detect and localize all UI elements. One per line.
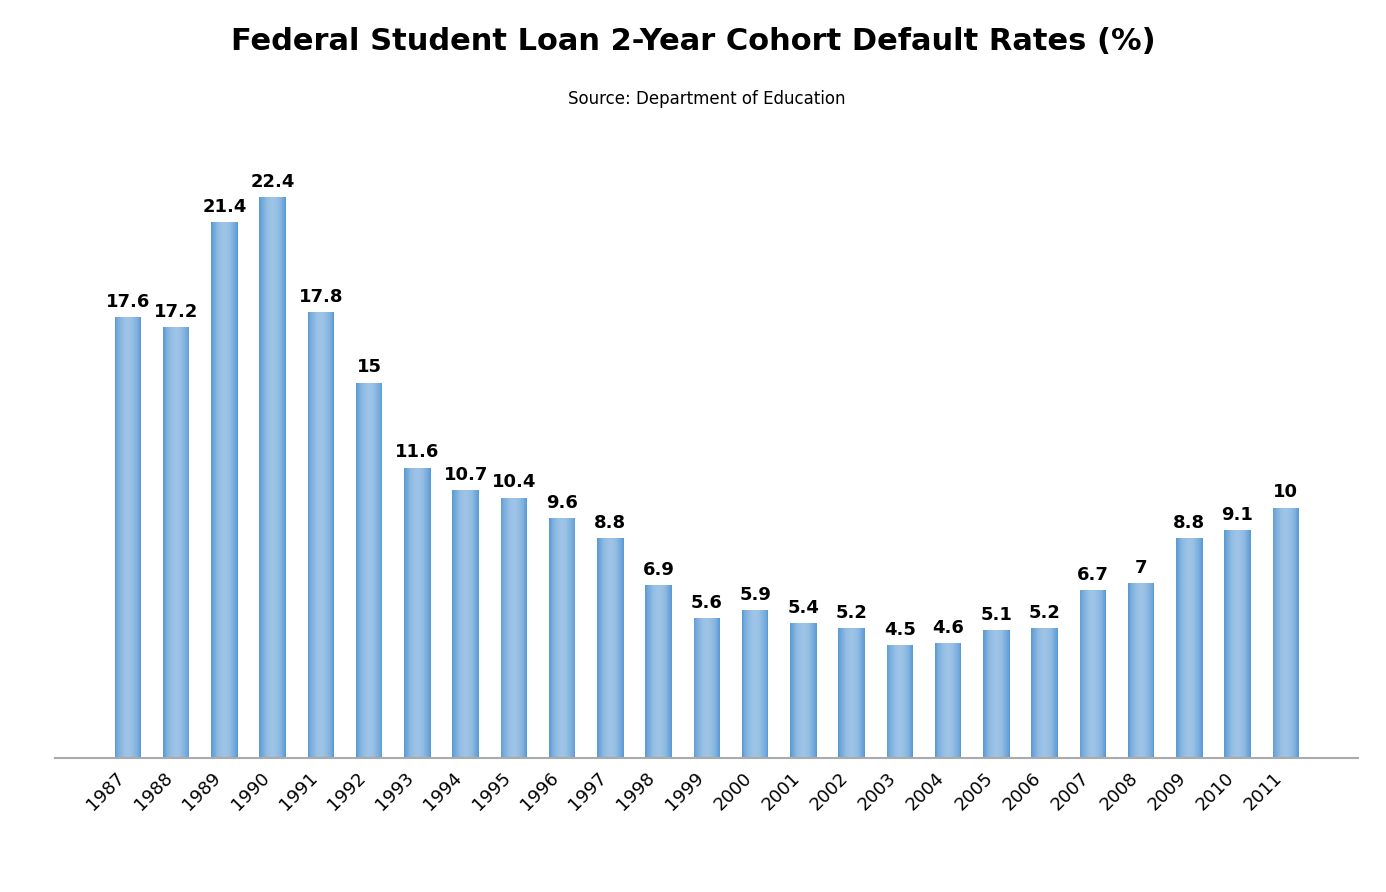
Text: Federal Student Loan 2-Year Cohort Default Rates (%): Federal Student Loan 2-Year Cohort Defau… xyxy=(230,27,1156,56)
Text: 6.9: 6.9 xyxy=(643,561,675,579)
Text: 15: 15 xyxy=(356,359,381,376)
Text: 4.5: 4.5 xyxy=(884,621,916,640)
Text: 17.2: 17.2 xyxy=(154,303,198,321)
Text: 5.6: 5.6 xyxy=(692,594,722,612)
Text: 5.1: 5.1 xyxy=(980,607,1012,624)
Text: 10: 10 xyxy=(1274,483,1299,501)
Text: 4.6: 4.6 xyxy=(933,619,965,637)
Text: 5.2: 5.2 xyxy=(836,604,868,622)
Text: 17.8: 17.8 xyxy=(298,288,344,306)
Text: 17.6: 17.6 xyxy=(105,293,150,311)
Text: 11.6: 11.6 xyxy=(395,443,439,461)
Text: 10.7: 10.7 xyxy=(444,466,488,484)
Text: 8.8: 8.8 xyxy=(1173,514,1206,532)
Text: 9.6: 9.6 xyxy=(546,493,578,511)
Title: Source: Department of Education: Source: Department of Education xyxy=(568,90,845,108)
Text: 10.4: 10.4 xyxy=(492,474,536,491)
Text: 22.4: 22.4 xyxy=(251,173,295,191)
Text: 5.9: 5.9 xyxy=(739,586,771,604)
Text: 8.8: 8.8 xyxy=(595,514,626,532)
Text: 7: 7 xyxy=(1135,558,1148,576)
Text: 5.4: 5.4 xyxy=(787,599,819,616)
Text: 21.4: 21.4 xyxy=(202,198,247,216)
Text: 6.7: 6.7 xyxy=(1077,566,1109,584)
Text: 5.2: 5.2 xyxy=(1028,604,1060,622)
Text: 9.1: 9.1 xyxy=(1221,506,1253,524)
